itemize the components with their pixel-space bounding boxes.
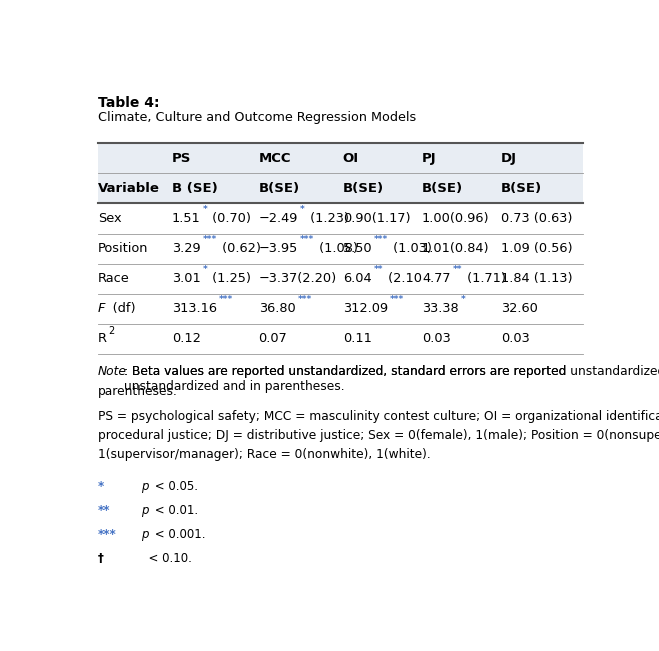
Text: 1.00(0.96): 1.00(0.96) [422, 212, 490, 225]
Text: 0.03: 0.03 [501, 332, 530, 345]
Text: (0.70): (0.70) [208, 212, 251, 225]
Text: ***: *** [297, 295, 312, 304]
Text: (1.03): (1.03) [389, 242, 432, 255]
Text: 312.09: 312.09 [343, 302, 388, 315]
Text: < 0.001.: < 0.001. [152, 528, 206, 541]
Text: ***: *** [98, 528, 117, 541]
Text: B(SE): B(SE) [258, 182, 300, 195]
Text: 0.90(1.17): 0.90(1.17) [343, 212, 411, 225]
Text: < 0.05.: < 0.05. [152, 480, 198, 493]
Text: ***: *** [219, 295, 233, 304]
Text: 4.77: 4.77 [422, 272, 451, 285]
Text: **: ** [453, 265, 462, 274]
Text: < 0.10.: < 0.10. [141, 552, 192, 565]
Text: PJ: PJ [422, 152, 437, 165]
Text: (df): (df) [110, 302, 136, 315]
Text: OI: OI [343, 152, 359, 165]
Text: Race: Race [98, 272, 129, 285]
Text: ***: *** [374, 235, 387, 244]
Text: *: * [461, 295, 465, 304]
Text: (0.62): (0.62) [217, 242, 261, 255]
Text: F: F [98, 302, 105, 315]
Text: DJ: DJ [501, 152, 517, 165]
Text: B (SE): B (SE) [172, 182, 217, 195]
Text: −2.49: −2.49 [258, 212, 298, 225]
Text: (1.25): (1.25) [208, 272, 251, 285]
Text: R: R [98, 332, 107, 345]
Text: 1(supervisor/manager); Race = 0(nonwhite), 1(white).: 1(supervisor/manager); Race = 0(nonwhite… [98, 448, 430, 461]
Text: **: ** [98, 504, 110, 517]
Text: *: * [202, 265, 208, 274]
Text: **: ** [374, 265, 383, 274]
Text: 6.04: 6.04 [343, 272, 372, 285]
Text: −3.95: −3.95 [258, 242, 298, 255]
Text: Climate, Culture and Outcome Regression Models: Climate, Culture and Outcome Regression … [98, 111, 416, 124]
Text: 1.09 (0.56): 1.09 (0.56) [501, 242, 573, 255]
Text: 0.11: 0.11 [343, 332, 372, 345]
Text: (1.23): (1.23) [306, 212, 349, 225]
Text: PS = psychological safety; MCC = masculinity contest culture; OI = organizationa: PS = psychological safety; MCC = masculi… [98, 410, 659, 423]
Text: 36.80: 36.80 [258, 302, 295, 315]
Text: 1.84 (1.13): 1.84 (1.13) [501, 272, 573, 285]
Text: *: * [202, 205, 208, 214]
Text: : Beta values are reported unstandardized, standard errors are reported unstanda: : Beta values are reported unstandardize… [125, 365, 567, 393]
Text: 0.03: 0.03 [422, 332, 451, 345]
Text: (2.10: (2.10 [384, 272, 422, 285]
Text: 3.01: 3.01 [172, 272, 200, 285]
Text: procedural justice; DJ = distributive justice; Sex = 0(female), 1(male); Positio: procedural justice; DJ = distributive ju… [98, 429, 659, 442]
Text: 1.51: 1.51 [172, 212, 200, 225]
Text: 32.60: 32.60 [501, 302, 538, 315]
FancyBboxPatch shape [98, 143, 583, 173]
Text: p: p [141, 528, 149, 541]
Text: ***: *** [300, 235, 314, 244]
Text: 5.50: 5.50 [343, 242, 372, 255]
Text: *: * [98, 480, 104, 493]
Text: B(SE): B(SE) [422, 182, 463, 195]
Text: PS: PS [172, 152, 191, 165]
Text: < 0.01.: < 0.01. [152, 504, 198, 517]
Text: Note: Note [98, 365, 127, 378]
Text: ***: *** [390, 295, 404, 304]
Text: 0.07: 0.07 [258, 332, 287, 345]
Text: B(SE): B(SE) [343, 182, 384, 195]
Text: 313.16: 313.16 [172, 302, 217, 315]
Text: 2: 2 [108, 326, 114, 336]
Text: : Beta values are reported unstandardized, standard errors are reported unstanda: : Beta values are reported unstandardize… [125, 365, 659, 378]
Text: ***: *** [202, 235, 217, 244]
Text: −3.37(2.20): −3.37(2.20) [258, 272, 337, 285]
Text: 0.73 (0.63): 0.73 (0.63) [501, 212, 573, 225]
Text: p: p [141, 480, 149, 493]
Text: B(SE): B(SE) [501, 182, 542, 195]
Text: *: * [300, 205, 304, 214]
Text: (1.08): (1.08) [315, 242, 358, 255]
Text: p: p [141, 504, 149, 517]
Text: †: † [98, 552, 103, 565]
Text: Variable: Variable [98, 182, 159, 195]
Text: 33.38: 33.38 [422, 302, 459, 315]
Text: 3.29: 3.29 [172, 242, 200, 255]
Text: Sex: Sex [98, 212, 121, 225]
FancyBboxPatch shape [98, 173, 583, 203]
Text: 0.12: 0.12 [172, 332, 200, 345]
Text: parentheses.: parentheses. [98, 385, 177, 398]
Text: (1.71): (1.71) [463, 272, 506, 285]
Text: MCC: MCC [258, 152, 291, 165]
Text: Table 4:: Table 4: [98, 96, 159, 109]
Text: Position: Position [98, 242, 148, 255]
Text: 1.01(0.84): 1.01(0.84) [422, 242, 490, 255]
